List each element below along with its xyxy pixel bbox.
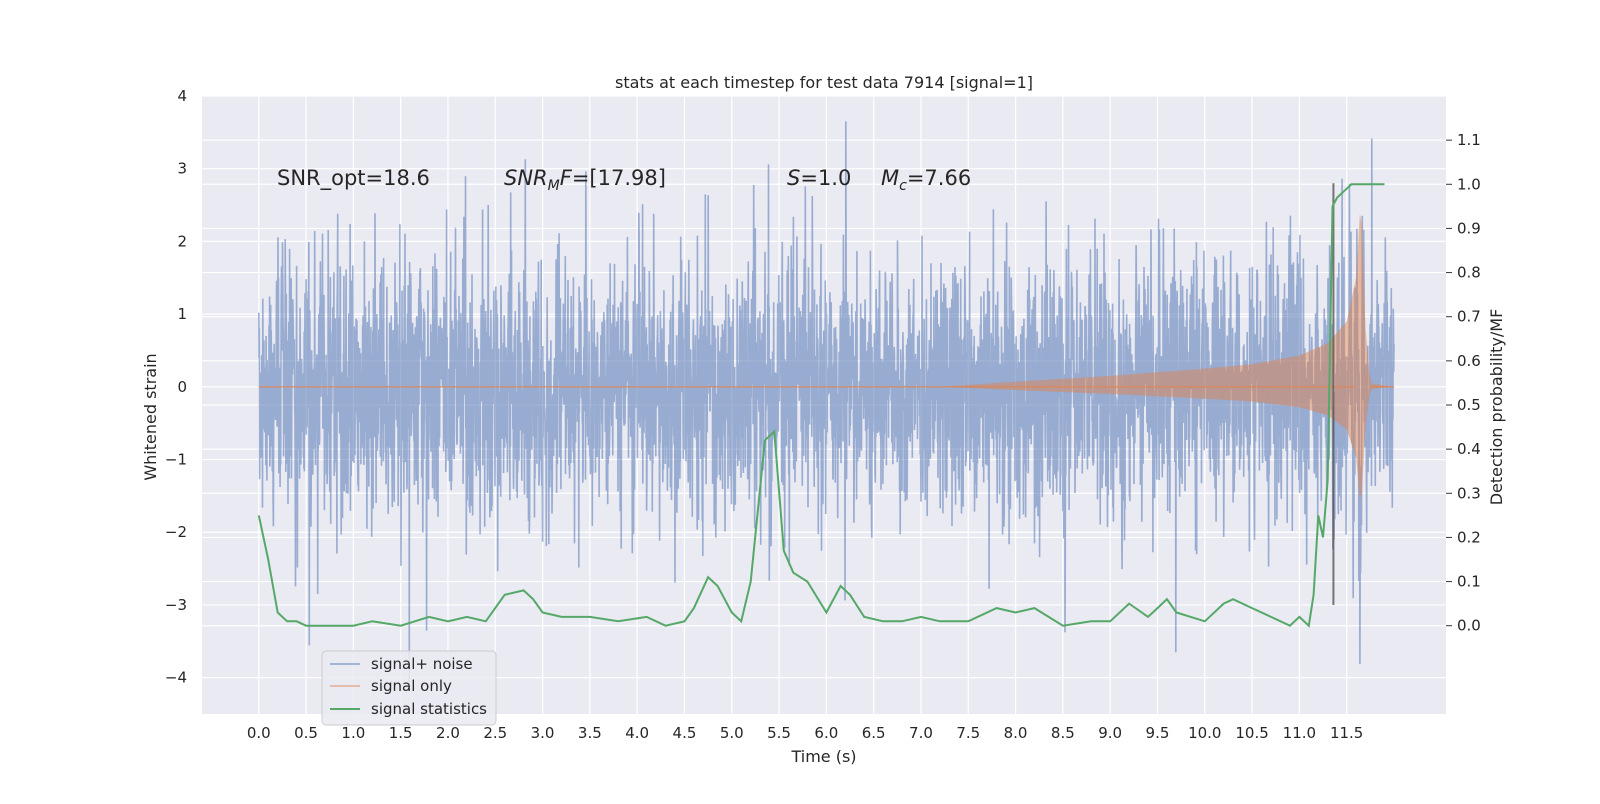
x-tick-label: 4.5 xyxy=(673,724,697,742)
y-axis-right: 1.1 1.0 0.9 0.8 0.7 0.6 0.5 0.4 0.3 0.2 0.1 0.0 xyxy=(1446,131,1481,635)
legend: signal+ noise signal only signal statist… xyxy=(321,650,497,726)
y-right-tick-label: 1.0 xyxy=(1457,175,1481,193)
series-signal-plus-noise xyxy=(258,121,1395,684)
y-axis-left-label: Whitened strain xyxy=(141,353,160,480)
y-right-tick-label: 0.2 xyxy=(1457,528,1481,546)
chart-title: stats at each timestep for test data 791… xyxy=(615,73,1033,92)
x-tick-label: 5.5 xyxy=(767,724,791,742)
y-right-tick-label: 0.9 xyxy=(1457,219,1481,237)
y-left-tick-label: −3 xyxy=(165,596,187,614)
x-tick-label: 0.0 xyxy=(247,724,271,742)
series-signal-statistics xyxy=(257,183,1385,628)
x-axis: 0.0 0.5 1.0 1.5 2.0 2.5 3.0 3.5 4.0 4.5 5.0 5.5 6.0 6… xyxy=(247,724,1364,742)
y-left-tick-label: 4 xyxy=(177,87,187,105)
y-right-tick-label: 0.6 xyxy=(1457,352,1481,370)
y-axis-right-label: Detection probability/MF xyxy=(1487,309,1506,506)
annotation-snr-opt: SNR_opt=18.6 xyxy=(277,166,430,191)
annotation-mc-value: =7.66 xyxy=(907,166,971,190)
y-right-tick-label: 0.4 xyxy=(1457,440,1481,458)
y-left-tick-label: 2 xyxy=(177,232,187,250)
x-tick-label: 7.5 xyxy=(956,724,980,742)
annotation-s: S=1.0 xyxy=(787,166,851,190)
y-axis-left: 4 3 2 1 0 −1 −2 −3 −4 xyxy=(165,87,187,687)
x-tick-label: 6.0 xyxy=(814,724,838,742)
y-left-tick-label: 0 xyxy=(177,378,187,396)
x-tick-label: 11.0 xyxy=(1283,724,1316,742)
x-tick-label: 2.5 xyxy=(483,724,507,742)
y-right-tick-label: 1.1 xyxy=(1457,131,1481,149)
y-right-tick-label: 0.0 xyxy=(1457,617,1481,635)
x-tick-label: 9.0 xyxy=(1098,724,1122,742)
y-left-tick-label: 3 xyxy=(177,160,187,178)
y-right-tick-label: 0.8 xyxy=(1457,264,1481,282)
legend-box xyxy=(321,650,497,726)
x-tick-label: 4.0 xyxy=(625,724,649,742)
y-right-tick-label: 0.7 xyxy=(1457,308,1481,326)
y-left-tick-label: −1 xyxy=(165,451,187,469)
y-left-tick-label: −4 xyxy=(165,669,187,687)
x-tick-label: 6.5 xyxy=(862,724,886,742)
legend-label-signal-statistics: signal statistics xyxy=(371,700,487,718)
x-tick-label: 3.5 xyxy=(578,724,602,742)
x-tick-label: 11.5 xyxy=(1330,724,1363,742)
x-tick-label: 8.0 xyxy=(1004,724,1028,742)
x-tick-label: 1.5 xyxy=(389,724,413,742)
legend-label-signal-plus-noise: signal+ noise xyxy=(371,655,473,673)
y-right-tick-label: 0.3 xyxy=(1457,484,1481,502)
x-tick-label: 10.5 xyxy=(1235,724,1268,742)
y-right-tick-label: 0.5 xyxy=(1457,396,1481,414)
annotation-s-value: =1.0 xyxy=(800,166,851,190)
x-tick-label: 5.0 xyxy=(720,724,744,742)
y-left-tick-label: 1 xyxy=(177,305,187,323)
x-tick-label: 3.0 xyxy=(531,724,555,742)
x-tick-label: 2.0 xyxy=(436,724,460,742)
annotation-snr-mf: SNRMF=[17.98] xyxy=(504,166,666,194)
x-tick-label: 8.5 xyxy=(1051,724,1075,742)
y-left-tick-label: −2 xyxy=(165,523,187,541)
y-right-tick-label: 0.1 xyxy=(1457,573,1481,591)
x-tick-label: 10.0 xyxy=(1188,724,1221,742)
annotation-mc: Mc=7.66 xyxy=(881,166,971,194)
annotation-snr-mf-value: =[17.98] xyxy=(572,166,666,190)
x-tick-label: 1.0 xyxy=(341,724,365,742)
x-axis-label: Time (s) xyxy=(790,747,856,766)
x-tick-label: 9.5 xyxy=(1146,724,1170,742)
x-tick-label: 7.0 xyxy=(909,724,933,742)
legend-label-signal-only: signal only xyxy=(371,677,452,695)
x-tick-label: 0.5 xyxy=(294,724,318,742)
